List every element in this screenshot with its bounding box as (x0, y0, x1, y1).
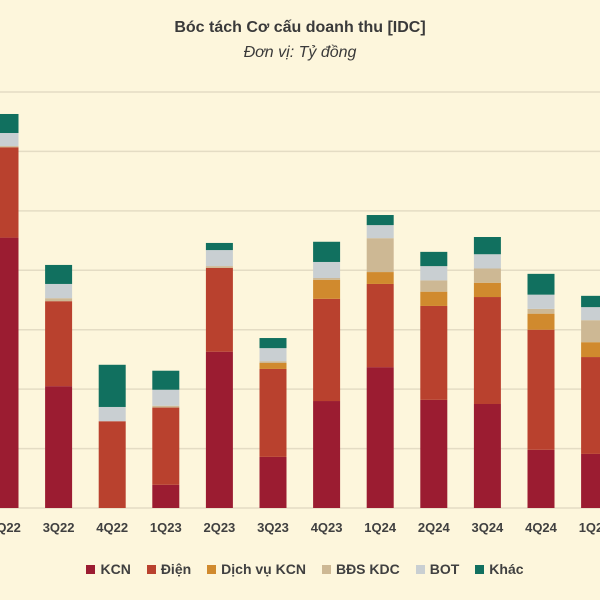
bar-segment (259, 348, 287, 362)
bar-segment (205, 351, 233, 508)
x-tick-label: 1Q23 (150, 520, 182, 535)
legend-label: KCN (100, 561, 131, 577)
legend-item: BOT (415, 561, 460, 577)
bar-segment (259, 362, 287, 369)
bar-segment (581, 453, 600, 508)
bar-segment (366, 272, 394, 284)
bar-segment (45, 283, 73, 299)
bar-segment (420, 251, 448, 267)
legend-swatch (475, 564, 485, 574)
bar-segment (152, 389, 180, 406)
bar-segment (420, 291, 448, 306)
bar-segment (45, 298, 73, 302)
x-tick-label: 3Q22 (43, 520, 75, 535)
legend-label: Dịch vụ KCN (221, 561, 306, 577)
legend-label: Khác (489, 561, 524, 577)
bar-segment (527, 273, 555, 295)
bar-segment (259, 368, 287, 457)
bar-segment (45, 264, 73, 284)
bar-segment (152, 484, 180, 508)
bar-segment (152, 407, 180, 485)
chart-title: Bóc tách Cơ cấu doanh thu [IDC] (174, 19, 426, 36)
bar-segment (473, 282, 501, 298)
bar-segment (366, 283, 394, 368)
legend-item: Điện (146, 561, 192, 577)
legend-swatch (146, 564, 156, 574)
bar-segment (45, 301, 73, 387)
bar-segment (420, 266, 448, 281)
bar-segment (420, 280, 448, 292)
legend-item: Dịch vụ KCN (207, 561, 306, 577)
bar-segment (366, 367, 394, 508)
bar-segment (0, 237, 19, 508)
bar-segment (527, 294, 555, 309)
legend-swatch (86, 564, 96, 574)
bar-segment (259, 456, 287, 508)
bar-segment (527, 449, 555, 508)
bar-segment (205, 267, 233, 352)
bar-segment (366, 215, 394, 226)
bar-segment (98, 421, 126, 508)
bar-segment (527, 329, 555, 450)
legend-item: KCN (86, 561, 131, 577)
bar-segment (420, 305, 448, 400)
x-tick-label: 4Q24 (525, 520, 558, 535)
bar-segment (45, 386, 73, 508)
x-tick-label: 2Q22 (0, 520, 21, 535)
bar-segment (0, 146, 19, 148)
legend-label: Điện (160, 561, 192, 577)
bar-segment (313, 401, 341, 508)
bar-segment (366, 238, 394, 273)
bar-segment (205, 266, 233, 268)
bar-segment (313, 241, 341, 262)
x-tick-label: 2Q24 (418, 520, 451, 535)
bar-segment (581, 307, 600, 321)
x-tick-label: 1Q25 (579, 520, 600, 535)
bar-segment (473, 237, 501, 255)
x-tick-label: 2Q23 (203, 520, 235, 535)
bar-segment (473, 404, 501, 508)
legend-item: Khác (475, 561, 524, 577)
bar-segment (259, 338, 287, 349)
bar-segment (473, 268, 501, 283)
bar-segment (205, 250, 233, 267)
bar-segment (527, 308, 555, 314)
bar-segment (0, 133, 19, 147)
legend-swatch (415, 564, 425, 574)
x-tick-label: 3Q23 (257, 520, 289, 535)
x-tick-label: 1Q24 (364, 520, 397, 535)
bar-segment (366, 225, 394, 239)
bar-segment (152, 370, 180, 390)
legend-label: BĐS KDC (335, 561, 400, 577)
legend: KCN Điện Dịch vụ KCN BĐS KDC BOT Khác (0, 561, 600, 577)
bar-segment (205, 242, 233, 251)
bar-segment (0, 113, 19, 134)
bar-segment (259, 361, 287, 363)
bar-segment (98, 364, 126, 407)
legend-swatch (207, 564, 217, 574)
bar-segment (313, 278, 341, 280)
bar-segment (313, 298, 341, 402)
bar-segment (581, 342, 600, 358)
bar-segment (313, 261, 341, 279)
x-tick-label: 4Q22 (96, 520, 128, 535)
bar-segment (152, 405, 180, 408)
x-tick-label: 4Q23 (311, 520, 343, 535)
bar-segment (420, 399, 448, 508)
chart-subtitle: Đơn vị: Tỷ đồng (243, 44, 357, 61)
bar-segment (581, 357, 600, 454)
bar-segment (527, 313, 555, 330)
bar-segment (581, 320, 600, 343)
bar-segment (473, 297, 501, 404)
legend-label: BOT (429, 561, 460, 577)
x-tick-label: 3Q24 (471, 520, 504, 535)
bar-segment (581, 295, 600, 308)
bar-segment (313, 279, 341, 299)
legend-swatch (321, 564, 331, 574)
bar-segment (98, 406, 126, 422)
legend-item: BĐS KDC (321, 561, 400, 577)
bar-segment (473, 254, 501, 269)
bar-segment (0, 147, 19, 238)
